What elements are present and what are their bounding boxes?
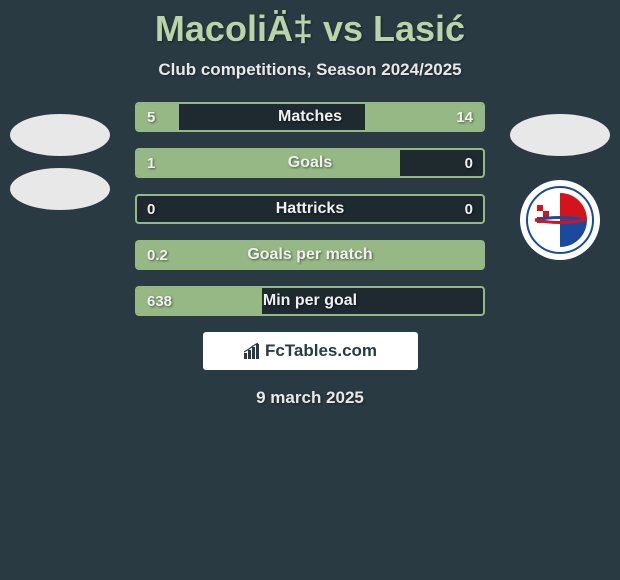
stat-label: Goals	[137, 154, 483, 172]
stat-value-right: 0	[465, 155, 473, 172]
stat-label: Matches	[137, 108, 483, 126]
stat-label: Hattricks	[137, 200, 483, 218]
club-logo-icon	[525, 185, 595, 255]
stat-value-right: 0	[465, 201, 473, 218]
subtitle: Club competitions, Season 2024/2025	[0, 60, 620, 80]
stat-label: Goals per match	[137, 246, 483, 264]
stat-row-min-per-goal: 638 Min per goal	[135, 286, 485, 316]
stat-label: Min per goal	[137, 292, 483, 310]
player-right-badge-1	[510, 114, 610, 156]
chart-icon	[243, 342, 261, 360]
stat-row-goals-per-match: 0.2 Goals per match	[135, 240, 485, 270]
player-left-badge-1	[10, 114, 110, 156]
stat-value-right: 14	[456, 109, 473, 126]
stat-row-matches: 5 Matches 14	[135, 102, 485, 132]
player-left-badge-2	[10, 168, 110, 210]
stats-container: 5 Matches 14 1 Goals 0 0 Hattricks 0 0.2…	[135, 102, 485, 316]
club-badge-right	[520, 180, 600, 260]
page-title: MacoliÄ‡ vs Lasić	[0, 0, 620, 50]
stat-row-goals: 1 Goals 0	[135, 148, 485, 178]
date-label: 9 march 2025	[0, 388, 620, 408]
brand-box[interactable]: FcTables.com	[203, 332, 418, 370]
stat-row-hattricks: 0 Hattricks 0	[135, 194, 485, 224]
brand-label: FcTables.com	[265, 341, 377, 361]
brand-text: FcTables.com	[243, 341, 377, 361]
